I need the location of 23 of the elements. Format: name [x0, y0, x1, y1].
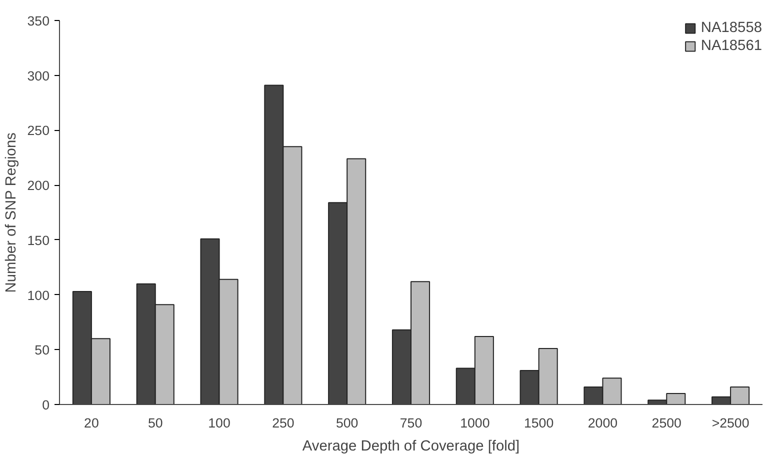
y-tick-label: 350 — [27, 14, 50, 28]
y-axis-title: Number of SNP Regions — [3, 132, 20, 293]
x-tick-label: 750 — [400, 416, 422, 430]
x-tick-label: 2500 — [652, 416, 682, 430]
y-tick-label: 0 — [42, 398, 50, 412]
x-axis-title: Average Depth of Coverage [fold] — [302, 438, 520, 454]
y-tick-label: 50 — [34, 342, 50, 358]
legend-label: NA18561 — [700, 38, 762, 54]
y-tick-label: 150 — [27, 232, 50, 248]
y-tick-label: 300 — [27, 68, 50, 84]
x-tick-label: 500 — [336, 416, 358, 430]
y-tick-label: 200 — [27, 178, 50, 194]
x-tick-label: 100 — [208, 416, 230, 430]
x-tick-label: 2000 — [588, 416, 618, 430]
x-tick-label: 1000 — [460, 416, 490, 430]
x-tick-label: 50 — [148, 416, 163, 430]
x-tick-label: 250 — [272, 416, 294, 430]
y-tick-label: 100 — [27, 288, 50, 303]
x-tick-label: 20 — [84, 416, 99, 430]
x-tick-label: 1500 — [524, 416, 554, 430]
legend-label: NA18558 — [700, 20, 762, 36]
y-tick-label: 250 — [27, 123, 50, 138]
x-tick-label: >2500 — [712, 416, 750, 430]
